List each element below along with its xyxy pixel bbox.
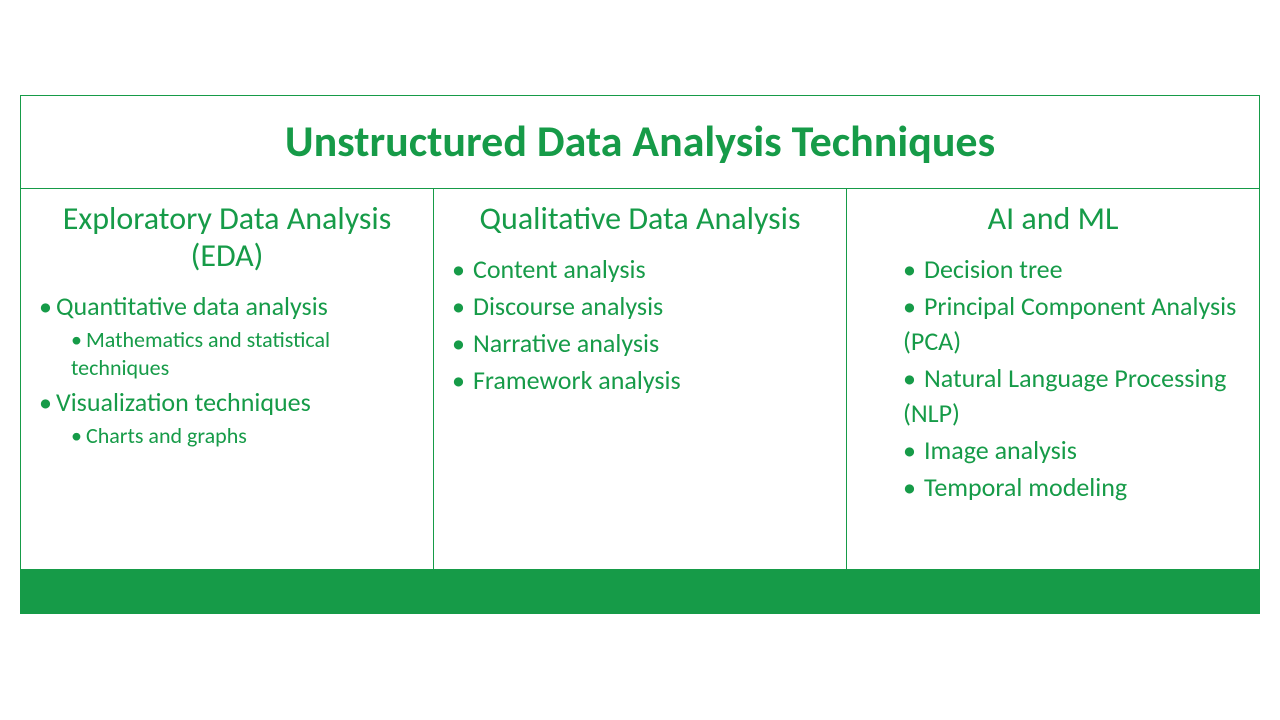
footer-bar [21, 569, 1259, 613]
bullet-list: Quantitative data analysis Mathematics a… [39, 289, 415, 451]
list-item: Decision tree [885, 252, 1241, 287]
sub-list-item: Mathematics and statistical techniques [71, 326, 415, 383]
title-bar: Unstructured Data Analysis Techniques [21, 96, 1259, 189]
sub-list-item: Charts and graphs [71, 422, 415, 451]
diagram-container: Unstructured Data Analysis Techniques Ex… [20, 95, 1260, 614]
column-qualitative: Qualitative Data Analysis Content analys… [434, 189, 847, 569]
columns-row: Exploratory Data Analysis (EDA) Quantita… [21, 189, 1259, 569]
list-item: Quantitative data analysis [39, 289, 415, 324]
column-title: AI and ML [865, 201, 1241, 238]
list-item: Image analysis [885, 433, 1241, 468]
column-title: Exploratory Data Analysis (EDA) [39, 201, 415, 275]
list-item: Framework analysis [452, 363, 828, 398]
column-eda: Exploratory Data Analysis (EDA) Quantita… [21, 189, 434, 569]
list-item: Principal Component Analysis (PCA) [885, 289, 1241, 359]
list-item: Content analysis [452, 252, 828, 287]
list-item: Discourse analysis [452, 289, 828, 324]
list-item: Narrative analysis [452, 326, 828, 361]
bullet-list: Content analysis Discourse analysis Narr… [452, 252, 828, 398]
list-item: Temporal modeling [885, 470, 1241, 505]
bullet-list: Decision tree Principal Component Analys… [865, 252, 1241, 506]
main-title: Unstructured Data Analysis Techniques [285, 114, 995, 168]
list-item: Natural Language Processing (NLP) [885, 361, 1241, 431]
column-title: Qualitative Data Analysis [452, 201, 828, 238]
column-ai-ml: AI and ML Decision tree Principal Compon… [847, 189, 1259, 569]
list-item: Visualization techniques [39, 385, 415, 420]
